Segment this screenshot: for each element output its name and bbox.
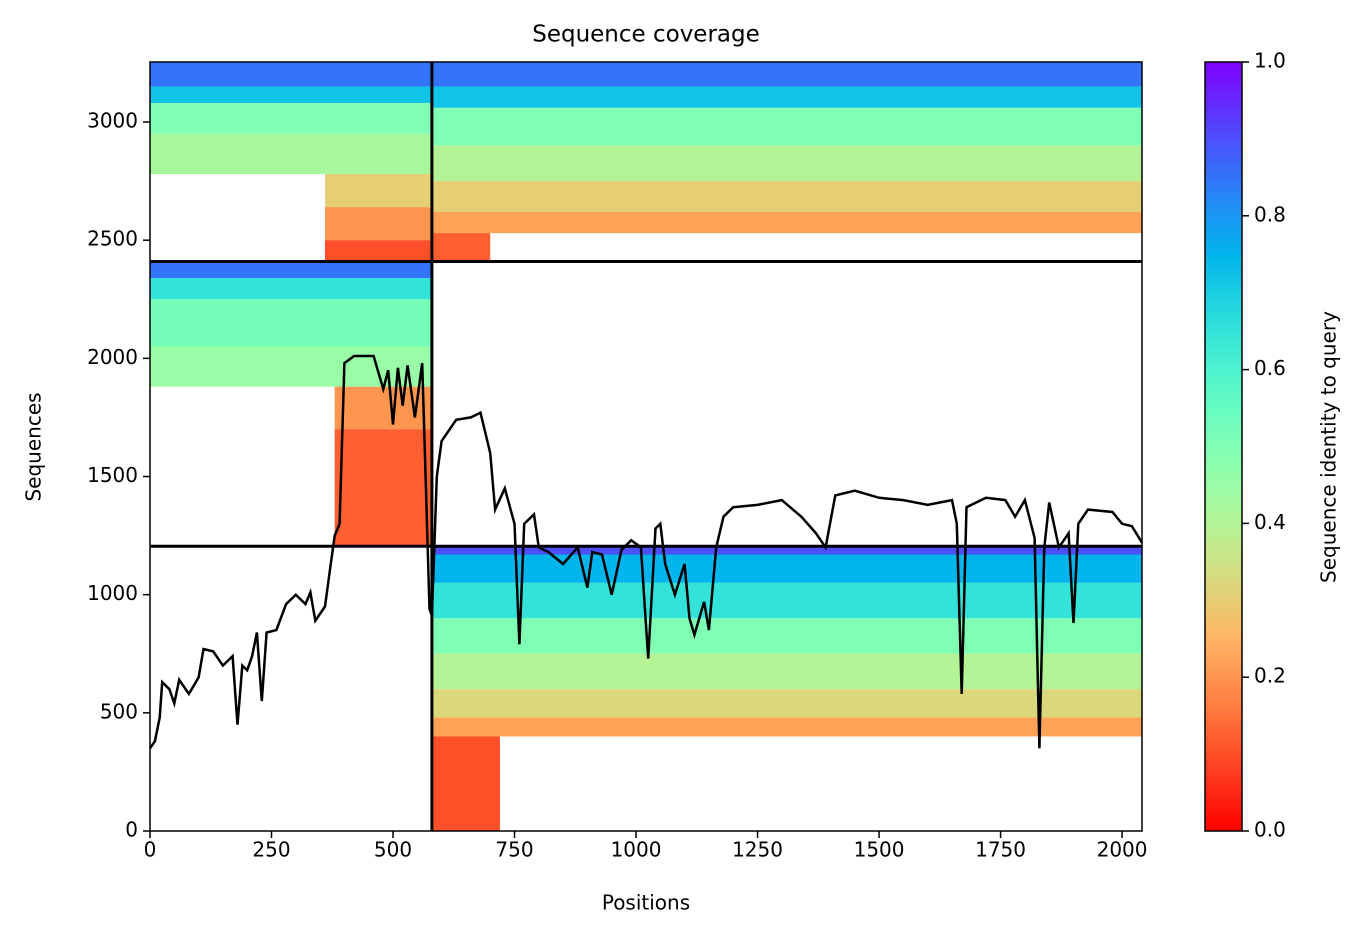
identity-band [150,86,432,104]
identity-band [150,103,432,134]
x-tick-label: 1500 [854,838,905,862]
identity-band [431,582,1143,619]
x-tick-label: 1000 [611,838,662,862]
identity-band [324,207,432,241]
identity-band [431,211,1143,234]
x-tick-label: 0 [144,838,157,862]
colorbar-tick-label: 0.0 [1254,818,1286,842]
y-tick-label: 1500 [87,463,138,487]
coverage-line [148,354,1144,750]
identity-band [431,554,1143,583]
identity-band [431,86,1143,108]
colorbar-tick-label: 0.8 [1254,202,1286,226]
y-tick-label: 2500 [87,227,138,251]
identity-band [150,62,432,87]
identity-band [431,546,1143,555]
colorbar-label: Sequence identity to query [1317,311,1341,583]
identity-band [431,736,500,831]
colorbar [1204,61,1243,832]
y-tick-label: 3000 [87,109,138,133]
colorbar-tick-label: 0.4 [1254,510,1286,534]
y-tick-label: 0 [125,818,138,842]
identity-band [431,145,1143,182]
identity-band [431,653,1143,690]
identity-band [324,174,432,208]
identity-band [431,62,1143,87]
identity-band [150,278,432,300]
colorbar-tick-label: 0.6 [1254,356,1286,380]
colorbar-tick-label: 1.0 [1254,49,1286,73]
y-axis-label: Sequences [22,392,46,501]
chart-title: Sequence coverage [532,22,760,48]
colorbar-tick-label: 0.2 [1254,664,1286,688]
identity-band [324,240,432,262]
identity-band [334,429,432,547]
y-tick-label: 2000 [87,345,138,369]
identity-band [431,233,491,262]
identity-band [431,181,1143,212]
x-tick-label: 1750 [975,838,1026,862]
identity-band [431,618,1143,654]
x-axis-label: Positions [602,891,690,915]
identity-band [150,133,432,175]
x-tick-label: 500 [374,838,412,862]
identity-band [431,717,1143,737]
y-tick-label: 500 [100,699,138,723]
plot-frame [149,61,1143,832]
y-tick-label: 1000 [87,581,138,605]
identity-band [150,299,432,347]
x-tick-label: 250 [252,838,290,862]
x-tick-label: 1250 [732,838,783,862]
identity-band [431,107,1143,146]
x-tick-label: 750 [495,838,533,862]
identity-band [150,261,432,279]
x-tick-label: 2000 [1097,838,1148,862]
identity-band [431,689,1143,718]
